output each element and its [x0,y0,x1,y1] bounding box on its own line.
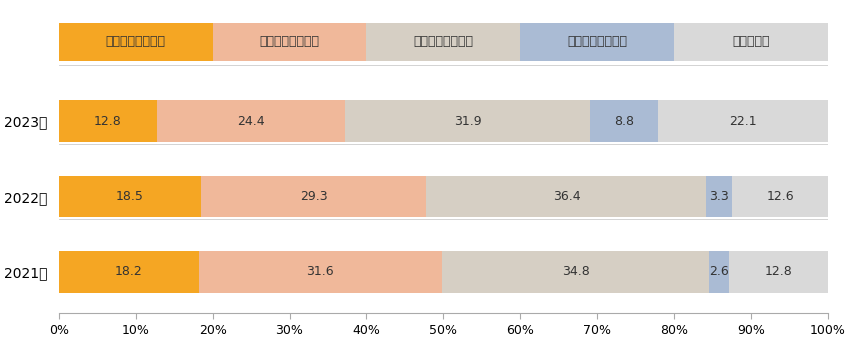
Bar [59,251,199,293]
Text: 8.8: 8.8 [614,115,634,128]
Text: 3.3: 3.3 [709,190,729,203]
Text: 新たに設置したい: 新たに設置したい [105,35,166,48]
Bar [212,23,366,61]
Text: 24.4: 24.4 [237,115,265,128]
Text: 31.9: 31.9 [454,115,481,128]
Bar [590,100,658,142]
Bar [658,100,828,142]
Text: 36.4: 36.4 [552,190,581,203]
Text: 29.3: 29.3 [300,190,327,203]
Bar [732,176,829,217]
Bar [442,251,710,293]
Text: 18.5: 18.5 [116,190,144,203]
Bar [366,23,520,61]
Bar [710,251,729,293]
Bar [427,176,706,217]
Bar [345,100,590,142]
Text: 22.1: 22.1 [729,115,756,128]
Bar [201,176,427,217]
Text: 台数を減らしたい: 台数を減らしたい [567,35,627,48]
Text: 31.6: 31.6 [307,265,334,279]
Bar [157,100,345,142]
Bar [520,23,674,61]
Text: 12.8: 12.8 [94,115,122,128]
Bar [674,23,828,61]
Text: 12.6: 12.6 [767,190,794,203]
Text: 34.8: 34.8 [562,265,590,279]
Bar [59,176,201,217]
Text: 18.2: 18.2 [115,265,143,279]
Bar [706,176,732,217]
Text: 台数を維持したい: 台数を維持したい [413,35,473,48]
Bar [729,251,828,293]
Bar [59,23,212,61]
Text: 台数を増やしたい: 台数を増やしたい [259,35,320,48]
Bar [59,100,157,142]
Bar [199,251,442,293]
Text: 12.8: 12.8 [765,265,792,279]
Text: 2.6: 2.6 [710,265,729,279]
Text: わからない: わからない [732,35,770,48]
